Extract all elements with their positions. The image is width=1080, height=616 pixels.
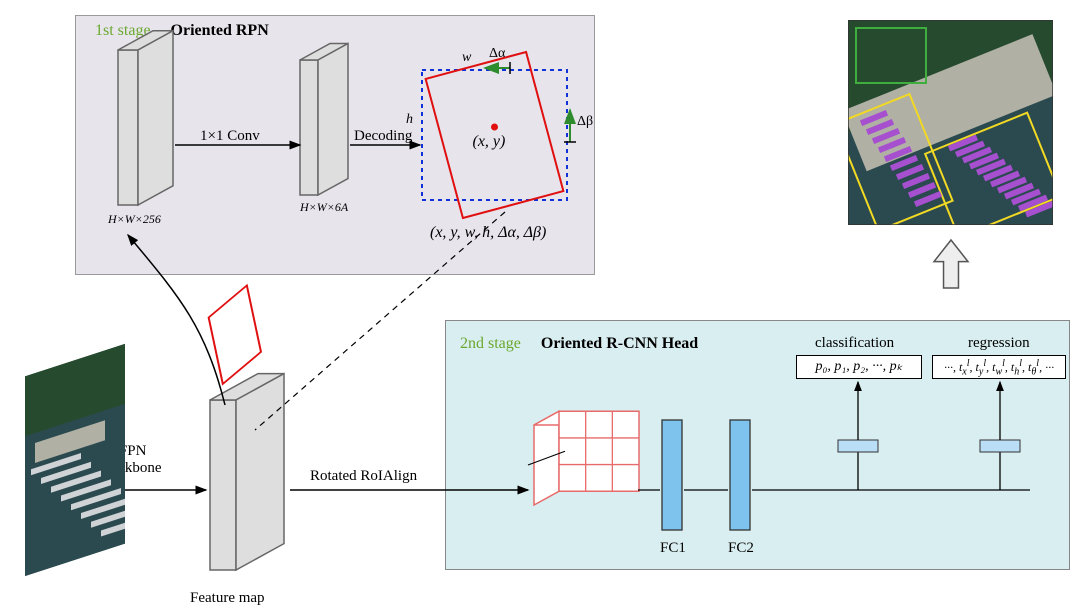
decode-da-label: Δα	[489, 46, 505, 62]
decode-xy-label: (x, y)	[473, 133, 506, 151]
output-image	[848, 20, 1053, 225]
regression-output: ···, txl, tyl, twl, thl, tθl, ···	[944, 360, 1054, 374]
decode-db-label: Δβ	[577, 114, 593, 130]
rotated-roialign-label: Rotated RoIAlign	[310, 468, 417, 485]
fc1-label: FC1	[660, 540, 686, 557]
slab2-dims: H×W×6A	[300, 200, 348, 215]
conv-label: 1×1 Conv	[200, 128, 260, 145]
decode-w-label: w	[462, 50, 471, 66]
fc2-label: FC2	[728, 540, 754, 557]
decode-tuple-label: (x, y, w, h, Δα, Δβ)	[430, 224, 546, 242]
input-image	[25, 344, 125, 576]
feature-map-label: Feature map	[190, 590, 265, 607]
regression-title: regression	[968, 335, 1030, 352]
slab1-dims: H×W×256	[108, 212, 161, 227]
decoding-label: Decoding	[354, 128, 412, 145]
regression-output-box: ···, txl, tyl, twl, thl, tθl, ···	[932, 355, 1066, 379]
classification-output-box: p₀, p₁, p₂, ···, pₖ	[796, 355, 922, 379]
diagram-canvas: 1st stage Oriented RPN 2nd stage Oriente…	[0, 0, 1080, 616]
decode-h-label: h	[406, 112, 413, 128]
classification-output: p₀, p₁, p₂, ···, pₖ	[815, 359, 902, 374]
classification-title: classification	[815, 335, 894, 352]
